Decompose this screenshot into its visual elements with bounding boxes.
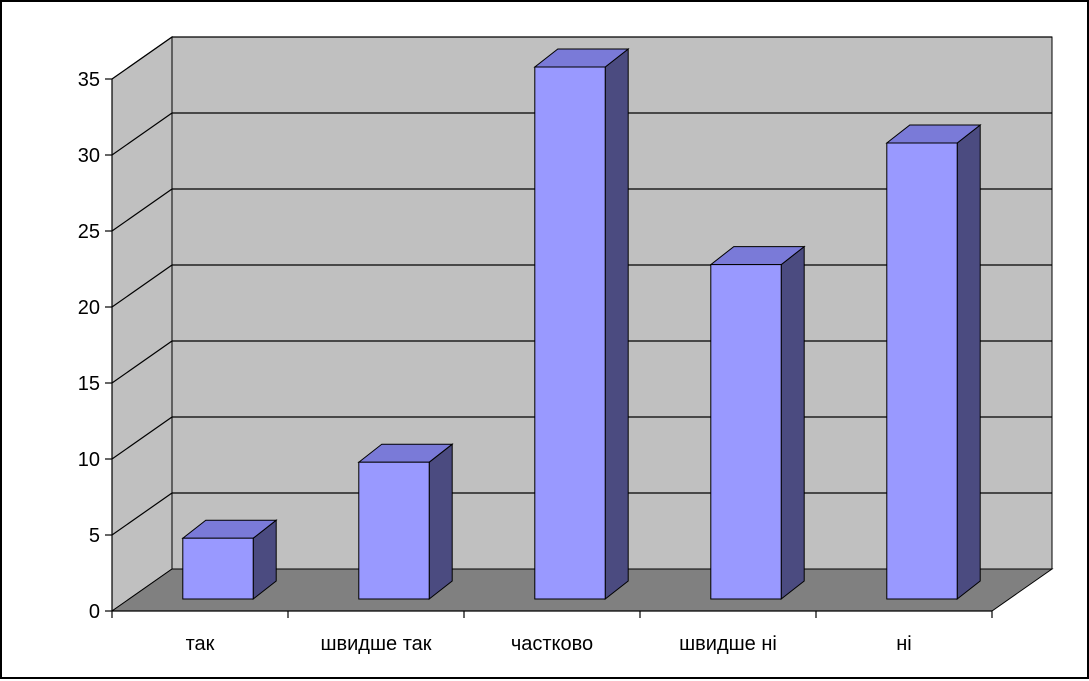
- y-axis-tick-labels: 0 5 10 15 20 25 30 35: [78, 69, 100, 623]
- bar-side: [428, 443, 453, 601]
- bar-2: [357, 443, 454, 601]
- x-axis-tick-labels: так швидше так частково швидше ні ні: [186, 633, 912, 655]
- bar-side: [780, 245, 805, 601]
- gridline: [111, 112, 1052, 156]
- bar-side: [956, 123, 981, 601]
- bar-front: [534, 66, 606, 600]
- x-tick-label: ні: [896, 633, 912, 655]
- x-tick-label: так: [186, 633, 215, 655]
- bar-1: [181, 519, 278, 601]
- bar-front: [182, 537, 254, 600]
- x-tick-label: швидше ні: [679, 633, 777, 655]
- bar-4: [709, 245, 806, 601]
- side-wall: [111, 36, 173, 612]
- y-tick-label: 25: [78, 221, 100, 243]
- bar-front: [886, 142, 958, 600]
- bar-3: [533, 47, 630, 601]
- x-tick-label: частково: [511, 633, 593, 655]
- y-tick-label: 10: [78, 449, 100, 471]
- bar-front: [710, 264, 782, 600]
- gridline: [111, 188, 1052, 232]
- bar-5: [885, 123, 982, 601]
- axes: [105, 78, 993, 618]
- y-tick-label: 30: [78, 145, 100, 167]
- y-tick-label: 0: [89, 601, 100, 623]
- bar-front: [358, 461, 430, 600]
- y-tick-label: 15: [78, 373, 100, 395]
- y-tick-label: 5: [89, 525, 100, 547]
- bar-side: [604, 47, 629, 601]
- y-tick-label: 35: [78, 69, 100, 91]
- bars: [181, 47, 982, 601]
- gridline: [111, 36, 1052, 80]
- x-tick-label: швидше так: [320, 633, 431, 655]
- y-tick-label: 20: [78, 297, 100, 319]
